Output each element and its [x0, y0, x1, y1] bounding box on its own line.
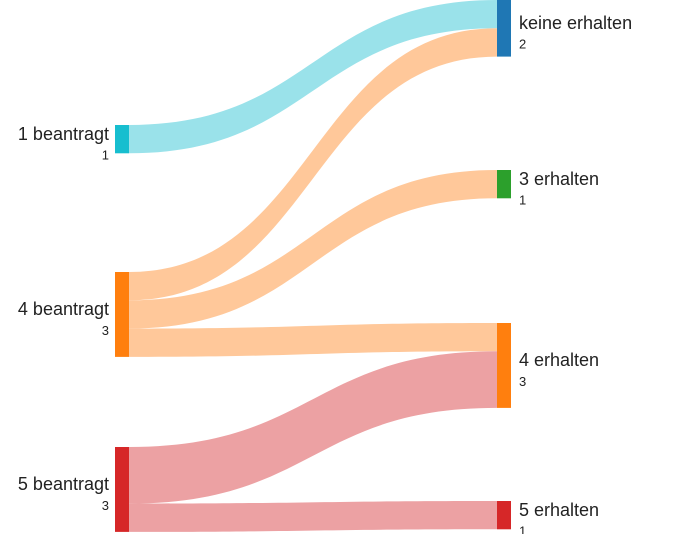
links	[129, 0, 497, 532]
node	[115, 447, 129, 532]
node-value: 3	[519, 374, 526, 389]
node-label: 4 erhalten	[519, 350, 599, 370]
node-value: 2	[519, 37, 526, 52]
node	[497, 501, 511, 530]
link	[129, 501, 497, 532]
node-label: 3 erhalten	[519, 169, 599, 189]
node-label: 5 erhalten	[519, 500, 599, 520]
node	[115, 125, 129, 154]
node-value: 1	[519, 193, 526, 208]
node	[497, 170, 511, 199]
node-value: 3	[102, 323, 109, 338]
node	[115, 272, 129, 357]
node-value: 3	[102, 498, 109, 513]
link	[129, 351, 497, 504]
node-value: 1	[519, 524, 526, 534]
link	[129, 28, 497, 301]
node-label: keine erhalten	[519, 13, 632, 33]
node-label: 4 beantragt	[18, 299, 109, 319]
link	[129, 0, 497, 154]
link	[129, 170, 497, 329]
node-value: 1	[102, 148, 109, 163]
node-label: 1 beantragt	[18, 124, 109, 144]
node	[497, 323, 511, 408]
link	[129, 323, 497, 357]
node	[497, 0, 511, 57]
node-label: 5 beantragt	[18, 474, 109, 494]
